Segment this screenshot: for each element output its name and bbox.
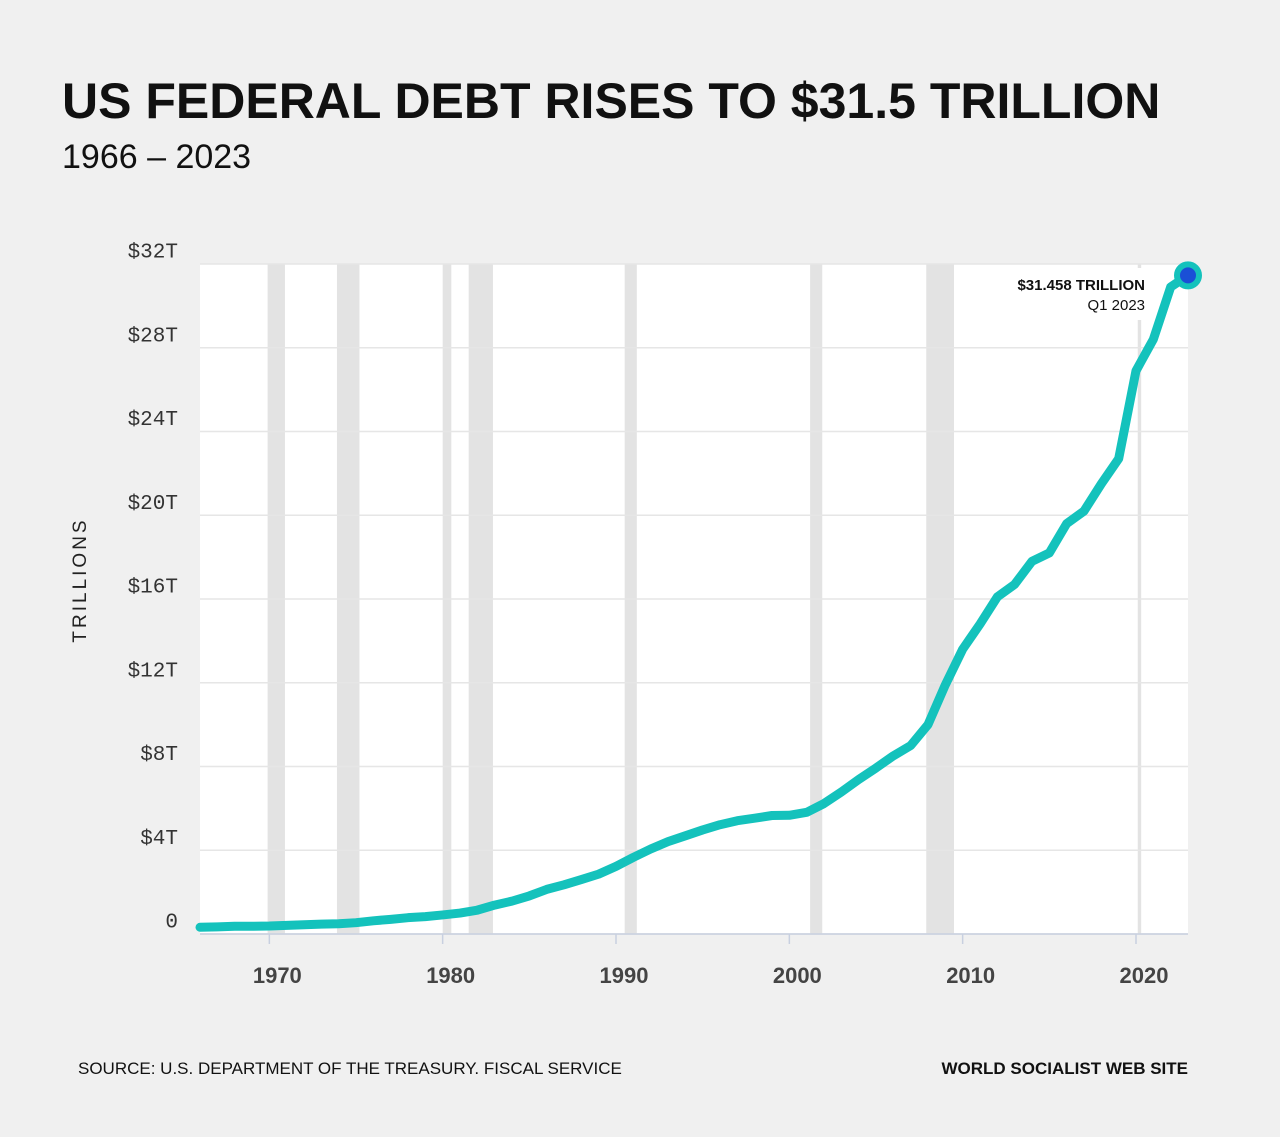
annotation-period: Q1 2023 (1087, 297, 1145, 314)
x-tick-label: 1980 (426, 963, 475, 988)
chart-subtitle: 1966 – 2023 (62, 138, 251, 176)
brand: WORLD SOCIALIST WEB SITE (942, 1059, 1189, 1078)
y-axis-label: TRILLIONS (70, 517, 91, 642)
annotation-box (995, 268, 1155, 320)
y-tick-label: $4T (140, 828, 178, 851)
chart-title: US FEDERAL DEBT RISES TO $31.5 TRILLION (62, 73, 1160, 129)
debt-line (195, 270, 1193, 932)
y-tick-label: $12T (128, 660, 178, 683)
y-tick-label: 0 (165, 912, 178, 935)
y-tick-label: $24T (128, 409, 178, 432)
y-tick-label: $8T (140, 744, 178, 767)
end-marker (1174, 261, 1202, 290)
annotation-value: $31.458 TRILLION (1017, 277, 1145, 294)
x-tick-label: 2020 (1120, 963, 1169, 988)
source: SOURCE: U.S. DEPARTMENT OF THE TREASURY.… (78, 1059, 622, 1078)
y-tick-label: $32T (128, 242, 178, 265)
y-tick-label: $16T (128, 577, 178, 600)
y-tick-label: $20T (128, 493, 178, 516)
y-tick-label: $28T (128, 325, 178, 348)
x-tick-label: 2000 (773, 963, 822, 988)
x-tick-label: 2010 (946, 963, 995, 988)
x-tick-label: 1990 (600, 963, 649, 988)
x-tick-label: 1970 (253, 963, 302, 988)
